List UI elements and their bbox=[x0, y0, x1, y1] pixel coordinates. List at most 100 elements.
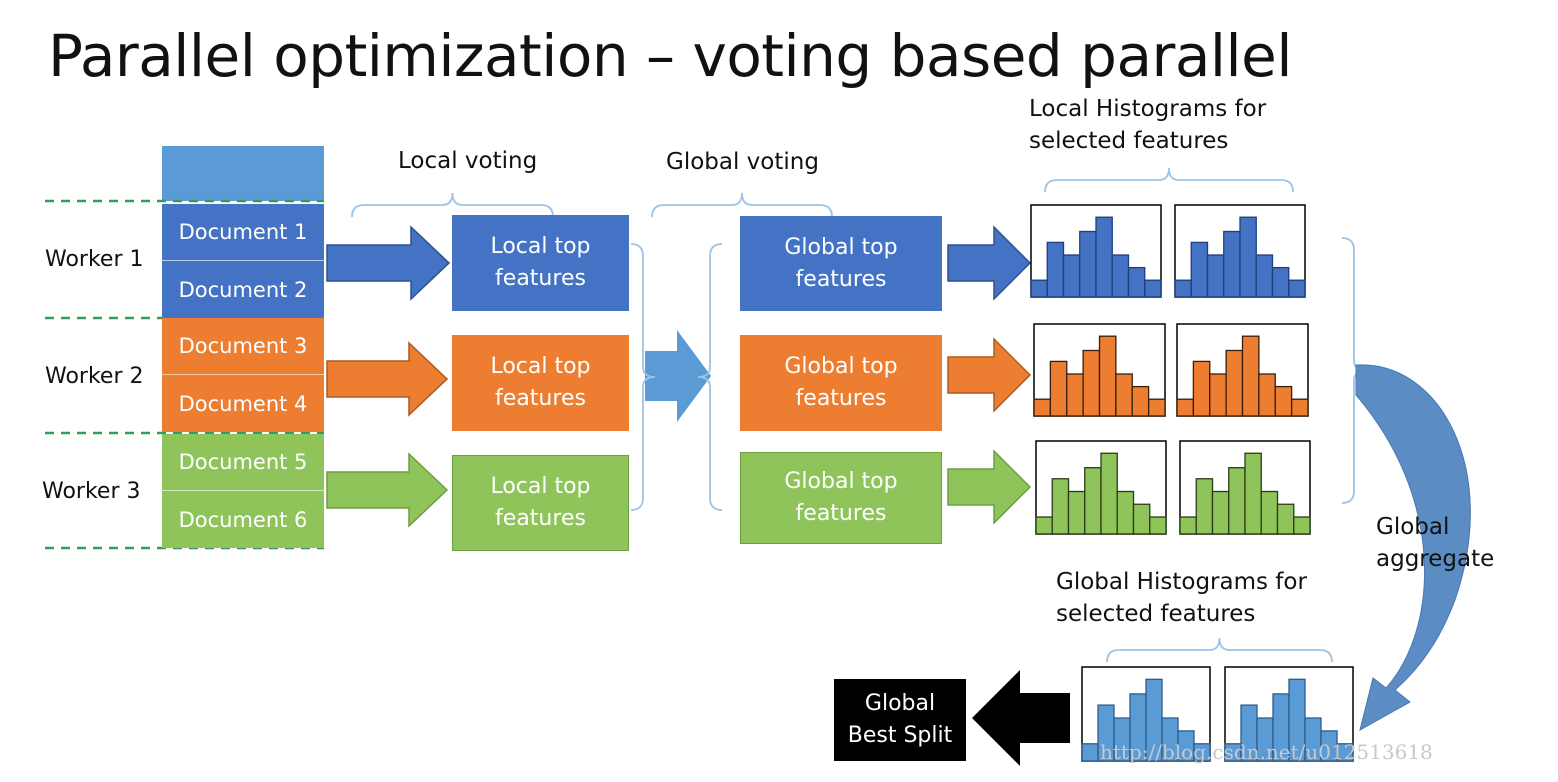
global-best-split-box: Global Best Split bbox=[834, 679, 966, 761]
local-hist-w1-b-bar-7 bbox=[1271, 266, 1290, 298]
local-voting-label: Local voting bbox=[398, 148, 538, 174]
local-hist-w2-b-bar-7 bbox=[1274, 385, 1293, 417]
arrow-worker2-to-local bbox=[326, 341, 449, 417]
local-hist-w1-a-bar-6 bbox=[1111, 254, 1130, 298]
global-hist-a-bar-1 bbox=[1081, 743, 1099, 762]
local-hist-w3-a-bar-4 bbox=[1084, 467, 1102, 535]
local-hist-w1-b-bar-3 bbox=[1206, 254, 1225, 298]
local-hist-w1-b-bar-6 bbox=[1255, 254, 1274, 298]
local-hist-w3-b-bar-4 bbox=[1228, 467, 1246, 535]
local-hist-w3-b-bar-7 bbox=[1276, 503, 1295, 535]
local-hist-w2-b-bar-4 bbox=[1225, 349, 1244, 417]
local-voting-brace bbox=[351, 192, 554, 218]
global-voting-label: Global voting bbox=[666, 149, 819, 175]
global-box-1-line2: features bbox=[795, 266, 887, 292]
local-box-3-line1: Local top bbox=[490, 474, 591, 499]
local-hist-w3-a-bar-6 bbox=[1116, 490, 1135, 535]
global-top-features-1: Global top features bbox=[740, 216, 942, 311]
local-box-2-line2: features bbox=[495, 386, 586, 411]
local-hist-w2-a-bar-4 bbox=[1082, 349, 1101, 417]
local-box-2-line1: Local top bbox=[490, 354, 591, 379]
global-aggregate-label-line2: aggregate bbox=[1376, 546, 1495, 572]
local-hist-w2-a-bar-3 bbox=[1066, 373, 1084, 417]
global-box-2-line1: Global top bbox=[784, 354, 898, 379]
local-hist-w1-a-bar-1 bbox=[1030, 279, 1048, 298]
global-hist-b-bar-8 bbox=[1336, 743, 1354, 762]
global-histograms-label-line1: Global Histograms for bbox=[1056, 569, 1307, 595]
local-hist-w3-b-bar-1 bbox=[1179, 516, 1197, 535]
local-hist-w1-b-bar-2 bbox=[1190, 241, 1209, 298]
arrow-global3-to-hist bbox=[947, 449, 1032, 525]
local-top-features-1: Local top features bbox=[452, 215, 629, 311]
worker-3-label: Worker 3 bbox=[42, 479, 141, 504]
arrow-worker1-to-local bbox=[326, 225, 451, 301]
arrow-to-best-split bbox=[972, 670, 1070, 766]
local-box-3-line2: features bbox=[495, 506, 586, 531]
arrow-global1-to-hist bbox=[947, 225, 1032, 301]
local-hist-w3-a-bar-8 bbox=[1149, 516, 1167, 535]
document-6: Document 6 bbox=[162, 491, 324, 548]
local-box-1-line2: features bbox=[495, 266, 586, 291]
local-hist-w2-b-bar-5 bbox=[1241, 335, 1260, 417]
global-box-2-line2: features bbox=[795, 386, 887, 411]
document-1: Document 1 bbox=[162, 204, 324, 261]
local-hist-w2-b-bar-1 bbox=[1176, 398, 1195, 417]
local-histograms-label-line1: Local Histograms for bbox=[1029, 96, 1267, 122]
global-top-features-2: Global top features bbox=[740, 335, 942, 431]
global-voting-brace bbox=[651, 192, 833, 218]
global-aggregate-label-line1: Global bbox=[1376, 514, 1450, 540]
document-4: Document 4 bbox=[162, 375, 324, 432]
local-hist-w1-b-bar-5 bbox=[1239, 216, 1257, 298]
local-hist-w2-a-bar-8 bbox=[1147, 398, 1166, 417]
worker-1-label: Worker 1 bbox=[45, 247, 144, 272]
local-hist-w1-a-bar-2 bbox=[1046, 241, 1065, 298]
local-hist-w1-a-bar-8 bbox=[1144, 279, 1162, 298]
global-box-3-line2: features bbox=[795, 501, 887, 526]
document-5: Document 5 bbox=[162, 434, 324, 491]
global-box-3-line1: Global top bbox=[784, 469, 898, 494]
arrow-global2-to-hist bbox=[947, 337, 1032, 413]
global-top-features-3: Global top features bbox=[740, 452, 942, 544]
page-title: Parallel optimization – voting based par… bbox=[48, 22, 1292, 90]
local-hist-w3-a-bar-5 bbox=[1100, 452, 1118, 535]
local-hist-w3-a-bar-2 bbox=[1051, 478, 1070, 535]
local-top-features-3: Local top features bbox=[452, 455, 629, 551]
worker-2-label: Worker 2 bbox=[45, 364, 144, 389]
global-box-1-line1: Global top bbox=[784, 234, 898, 260]
local-hist-w2-b-bar-2 bbox=[1192, 360, 1211, 417]
local-hist-w1-a-bar-7 bbox=[1127, 266, 1146, 298]
global-features-brace bbox=[697, 243, 723, 511]
local-hist-w1-a-bar-3 bbox=[1062, 254, 1081, 298]
local-hist-w1-b-bar-4 bbox=[1223, 230, 1241, 298]
document-header-block bbox=[162, 146, 324, 201]
arrow-worker3-to-local bbox=[326, 452, 449, 528]
best-split-line1: Global bbox=[864, 691, 936, 716]
local-hist-w3-a-bar-7 bbox=[1132, 503, 1151, 535]
local-features-brace bbox=[630, 243, 656, 511]
global-hist-a-bar-8 bbox=[1193, 743, 1211, 762]
global-histograms-brace bbox=[1106, 637, 1333, 663]
local-histograms-label-line2: selected features bbox=[1029, 128, 1229, 154]
local-hist-w1-a-bar-5 bbox=[1095, 216, 1113, 298]
watermark: http://blog.csdn.net/u012513618 bbox=[1100, 740, 1433, 764]
local-hist-w2-b-bar-8 bbox=[1290, 398, 1309, 417]
local-box-1-line1: Local top bbox=[490, 234, 591, 259]
local-hist-w3-a-bar-1 bbox=[1035, 516, 1053, 535]
local-hist-w3-b-bar-8 bbox=[1293, 516, 1311, 535]
local-histograms-brace bbox=[1044, 167, 1294, 193]
local-hist-w2-b-bar-6 bbox=[1258, 373, 1276, 417]
global-histograms-label-line2: selected features bbox=[1056, 601, 1256, 627]
document-2: Document 2 bbox=[162, 261, 324, 318]
arrow-local-to-global bbox=[645, 330, 711, 422]
best-split-line2: Best Split bbox=[847, 723, 953, 748]
local-hist-w1-b-bar-8 bbox=[1288, 279, 1306, 298]
local-hist-w1-b-bar-1 bbox=[1174, 279, 1192, 298]
local-top-features-2: Local top features bbox=[452, 335, 629, 431]
local-hist-w3-b-bar-3 bbox=[1211, 490, 1230, 535]
local-hist-w2-a-bar-5 bbox=[1098, 335, 1117, 417]
local-hist-w3-b-bar-6 bbox=[1260, 490, 1279, 535]
local-hist-w2-a-bar-7 bbox=[1131, 385, 1150, 417]
local-hist-w1-a-bar-4 bbox=[1079, 230, 1097, 298]
